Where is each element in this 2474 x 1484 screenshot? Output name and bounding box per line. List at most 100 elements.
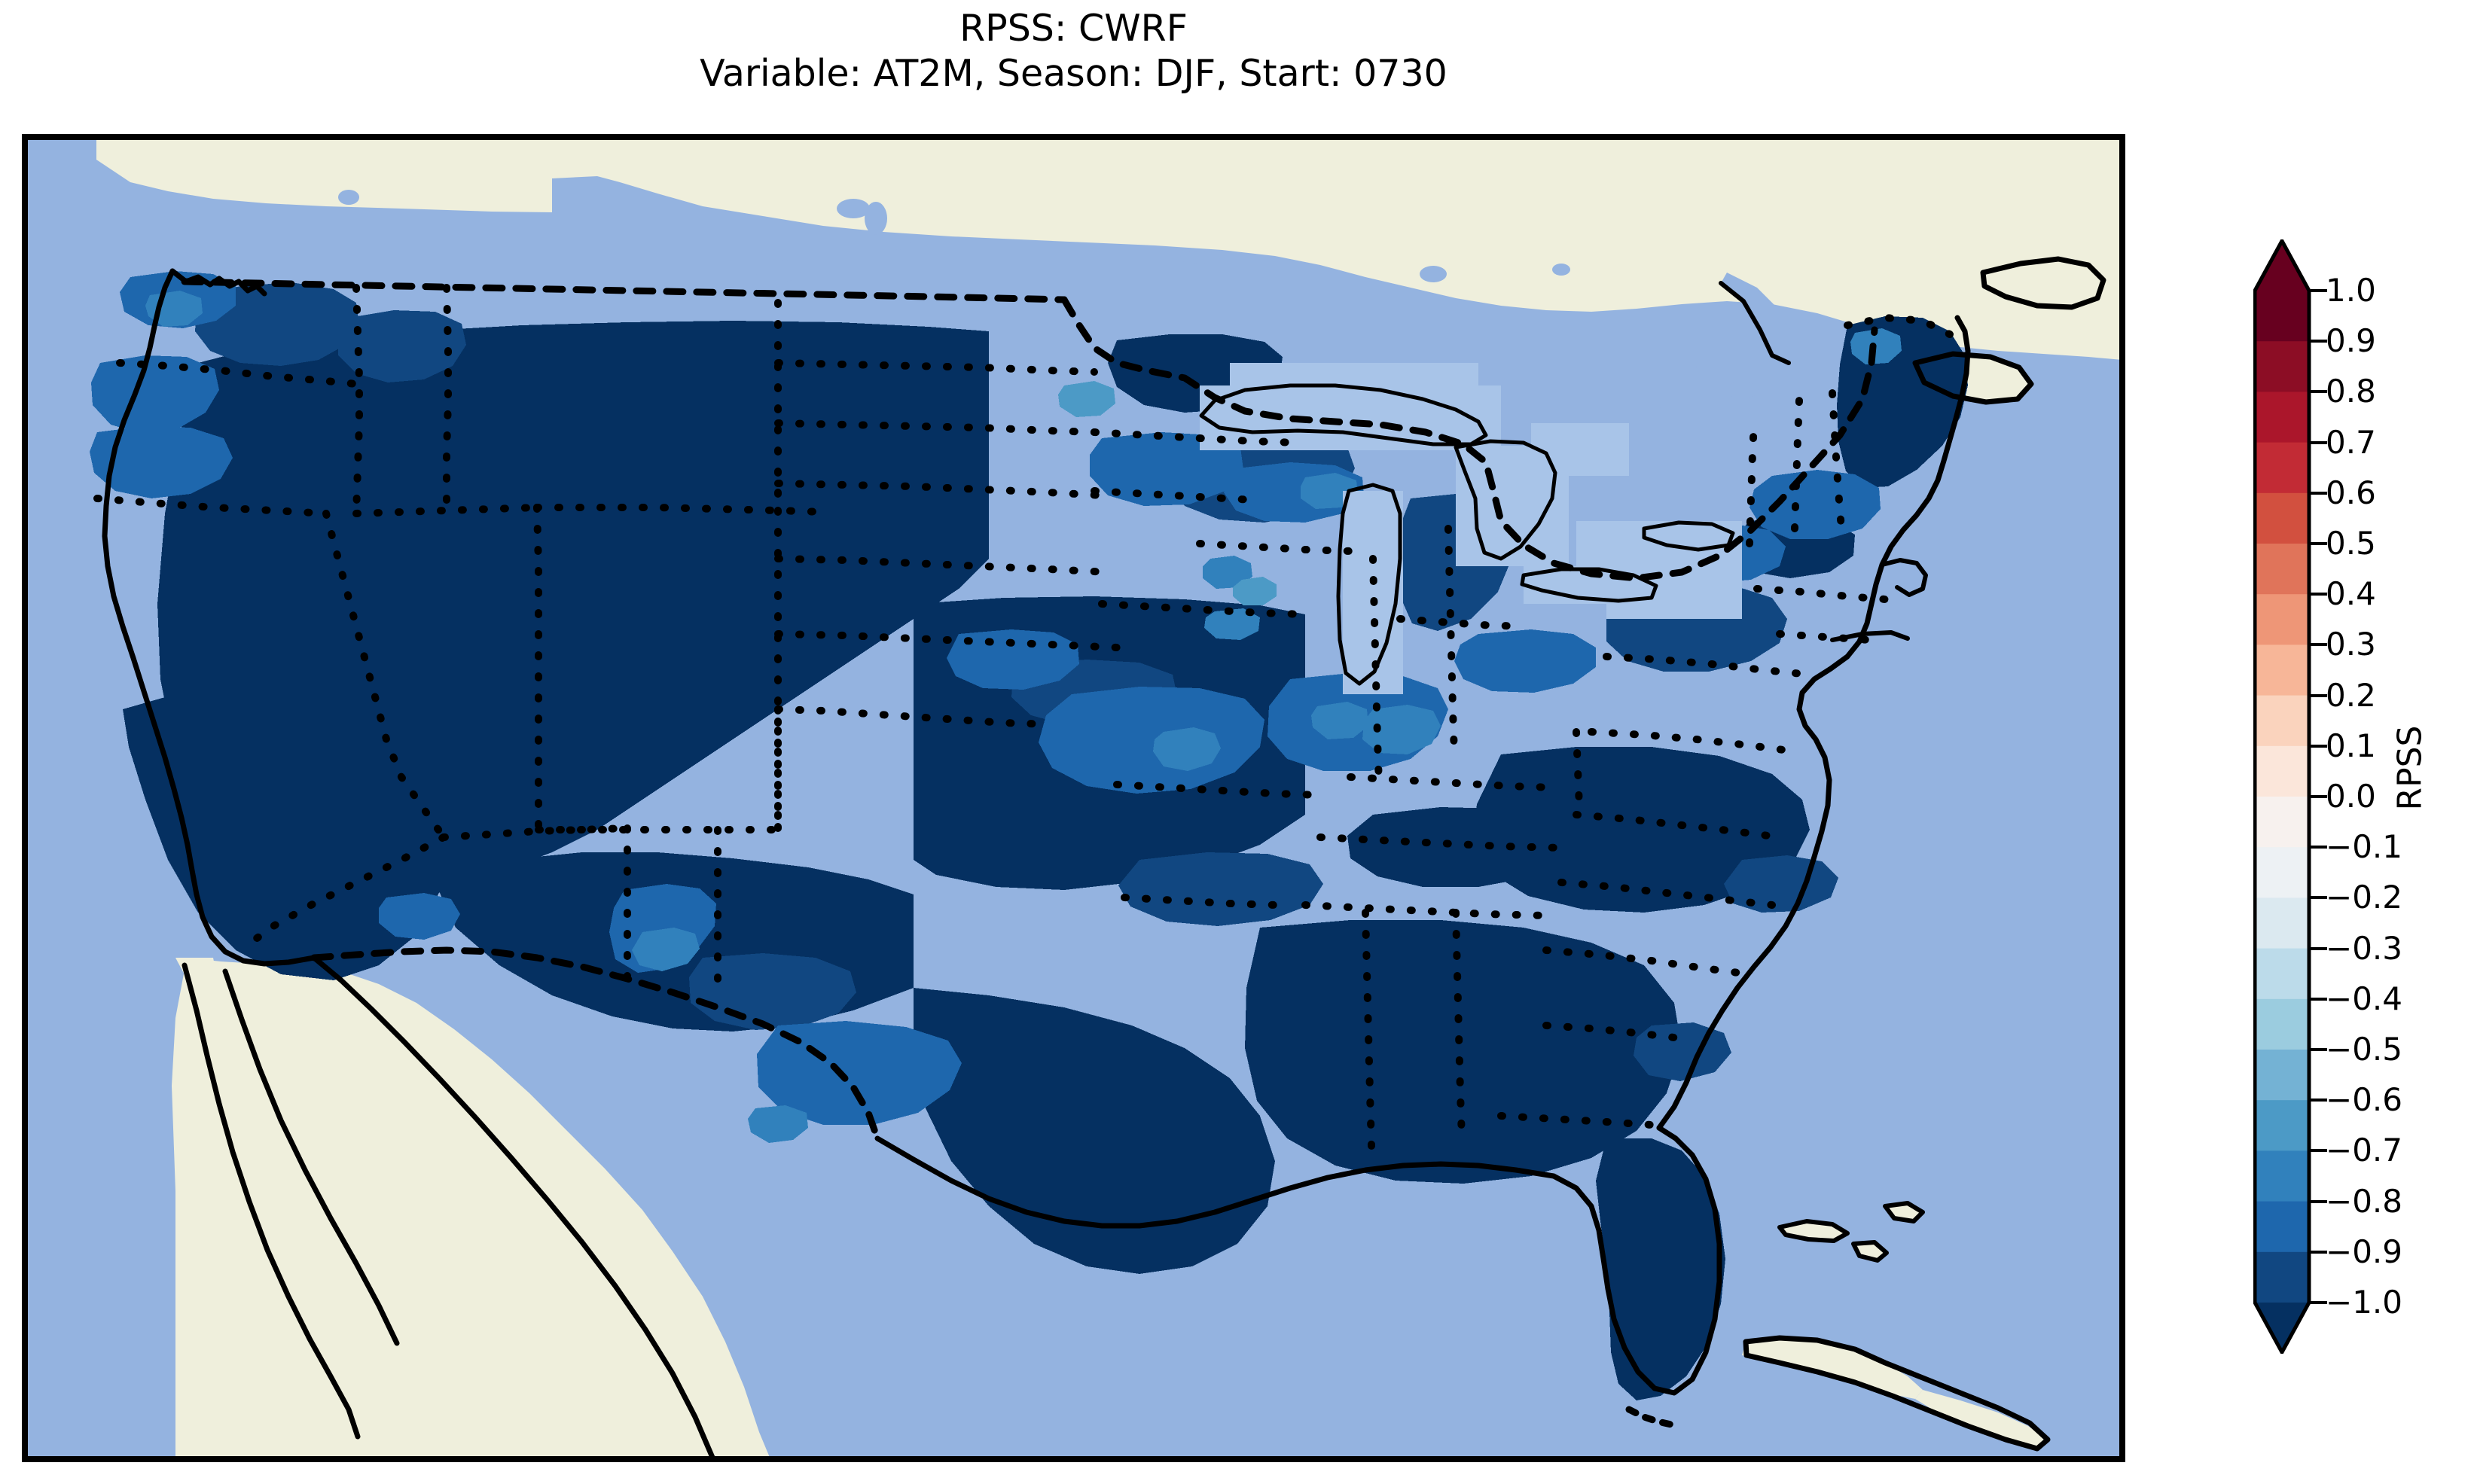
atlantic-coastline (1656, 315, 1971, 1131)
colorbar-tick-label: −0.2 (2326, 879, 2402, 916)
colorbar-tick-mark (2311, 693, 2327, 697)
colorbar-band (2255, 492, 2309, 544)
colorbar-tick-label: −0.7 (2326, 1132, 2402, 1169)
colorbar-band (2255, 1201, 2309, 1253)
st-lawrence-stroke (1719, 281, 1791, 365)
colorbar-band (2255, 442, 2309, 494)
lake-superior-shore (1199, 383, 1488, 446)
colorbar-tick-label: 0.3 (2326, 626, 2376, 663)
colorbar-bands (2255, 241, 2309, 1352)
baja-west-coast (182, 962, 361, 1440)
colorbar-extend-top (2255, 241, 2309, 291)
colorbar-band (2255, 948, 2309, 1000)
florida-keys (1625, 1406, 1675, 1428)
colorbar-band (2255, 544, 2309, 595)
colorbar-tick-mark (2311, 542, 2327, 545)
us-mexico-border (310, 946, 881, 1142)
map-axes[interactable] (22, 134, 2125, 1462)
colorbar-tick-label: 0.6 (2326, 474, 2376, 511)
colorbar-band (2255, 341, 2309, 392)
lake-ontario-shore (1642, 520, 1735, 552)
colorbar-tick-mark (2311, 1099, 2327, 1102)
colorbar[interactable]: 1.0 0.9 0.8 0.7 0.6 0.5 0.4 0.3 0.2 0.1 0.0 −0.1 −0.… (2253, 239, 2402, 1354)
lake-small-8 (1682, 348, 1697, 378)
baja-california (175, 958, 356, 1449)
map-svg (25, 137, 2122, 1459)
lake-winnipeg (755, 260, 801, 282)
colorbar-tick-mark (2311, 1301, 2327, 1304)
lake-small-12 (865, 202, 887, 235)
colorbar-band (2255, 1150, 2309, 1202)
colorbar-tick-label: 0.8 (2326, 373, 2376, 410)
colorbar-tick-label: −0.1 (2326, 828, 2402, 866)
colorbar-svg (2253, 239, 2311, 1354)
colorbar-axis-label: RPSS (2390, 725, 2430, 811)
colorbar-tick-label: 0.2 (2326, 676, 2376, 714)
colorbar-band (2255, 797, 2309, 848)
colorbar-tick-mark (2311, 997, 2327, 1001)
colorbar-band (2255, 695, 2309, 747)
cuba (1742, 1338, 1923, 1399)
cuba-east (1915, 1390, 2048, 1449)
colorbar-tick-label: 0.4 (2326, 575, 2376, 613)
land-polygons (96, 137, 2122, 1459)
colorbar-tick-mark (2311, 744, 2327, 748)
colorbar-tick-mark (2311, 491, 2327, 495)
newfoundland (1983, 259, 2103, 307)
colorbar-tick-label: 0.9 (2326, 322, 2376, 360)
colorbar-tick-mark (2311, 1048, 2327, 1051)
lake-small-1 (338, 190, 359, 205)
colorbar-band (2255, 392, 2309, 443)
cuba-outline (1743, 1335, 2051, 1452)
axes-spine (25, 137, 2122, 1459)
colorbar-band (2255, 1050, 2309, 1101)
bahamas-outline-2 (1851, 1240, 1889, 1263)
colorbar-band (2255, 1100, 2309, 1151)
lake-of-woods (1180, 251, 1219, 264)
colorbar-tick-mark (2311, 795, 2327, 798)
colorbar-tick-mark (2311, 340, 2327, 343)
newfoundland-outline (1980, 256, 2106, 310)
lake-small-6 (1552, 264, 1570, 276)
colorbar-band (2255, 847, 2309, 898)
lake-huron-shore (1454, 439, 1557, 561)
bahamas-outline-3 (1883, 1201, 1925, 1223)
colorbar-band (2255, 745, 2309, 797)
lake-erie-shore (1520, 567, 1658, 603)
colorbar-tick-label: −0.5 (2326, 1031, 2402, 1068)
colorbar-tick-label: −0.8 (2326, 1182, 2402, 1220)
lake-small-9 (1725, 382, 1759, 398)
colorbar-tick-label: 1.0 (2326, 272, 2376, 309)
colorbar-tick-mark (2311, 289, 2327, 292)
colorbar-tick-mark (2311, 440, 2327, 444)
lake-small-3 (886, 235, 911, 250)
gulf-coastline (874, 1125, 1722, 1396)
nova-scotia-outline (1912, 351, 2034, 405)
colorbar-tick-label: 0.5 (2326, 525, 2376, 562)
colorbar-band (2255, 291, 2309, 342)
colorbar-tick-label: −0.4 (2326, 980, 2402, 1017)
rpss-data-raster (90, 271, 1968, 1400)
map-canvas (25, 137, 2122, 1459)
lake-michigan-shore (1336, 483, 1402, 686)
colorbar-band (2255, 594, 2309, 645)
colorbar-band (2255, 1251, 2309, 1303)
colorbar-tick-label: 0.0 (2326, 778, 2376, 815)
colorbar-tick-mark (2311, 1199, 2327, 1203)
colorbar-tick-label: 0.7 (2326, 423, 2376, 461)
colorbar-tick-mark (2311, 390, 2327, 394)
lake-small-5 (1420, 266, 1447, 282)
canada-fill (96, 137, 2122, 360)
lake-small-2 (837, 199, 870, 218)
colorbar-outline (2253, 239, 2311, 1354)
colorbar-band (2255, 897, 2309, 949)
pacific-coastline (102, 268, 317, 967)
colorbar-band (2255, 998, 2309, 1050)
mexico-pacific-coast (311, 955, 716, 1459)
colorbar-band (2255, 644, 2309, 696)
colorbar-tick-mark (2311, 1250, 2327, 1254)
colorbar-tick-mark (2311, 946, 2327, 950)
colorbar-tick-label: −0.9 (2326, 1233, 2402, 1270)
bahamas-outline-1 (1777, 1219, 1850, 1243)
